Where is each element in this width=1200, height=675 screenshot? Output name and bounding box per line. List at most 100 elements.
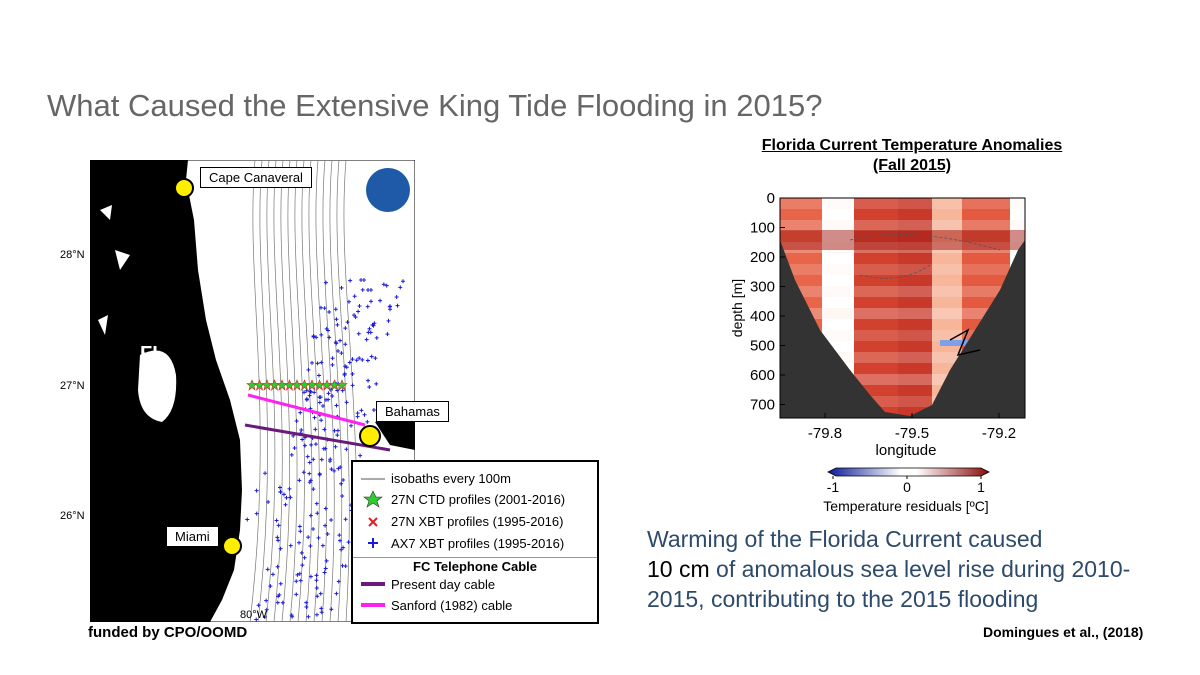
bathymetry bbox=[780, 240, 1025, 418]
xbt-profile bbox=[254, 511, 259, 516]
xbt-profile bbox=[297, 540, 302, 545]
xbt-profile bbox=[385, 332, 390, 337]
xbt-profile bbox=[319, 457, 324, 462]
xbt-profile bbox=[359, 408, 364, 413]
xbt-profile bbox=[278, 489, 283, 494]
xbt-profile bbox=[352, 294, 357, 299]
xbt-profile bbox=[275, 564, 280, 569]
xbt-profile bbox=[280, 600, 285, 605]
anomaly-band bbox=[822, 330, 854, 341]
xbt-profile bbox=[366, 330, 371, 335]
xbt-profile bbox=[323, 523, 328, 528]
colorbar bbox=[827, 467, 990, 477]
xbt-profile bbox=[366, 287, 371, 292]
xbt-profile bbox=[290, 614, 295, 619]
isobath bbox=[249, 160, 261, 622]
xbt-profile bbox=[298, 578, 303, 583]
citation: Domingues et al., (2018) bbox=[983, 624, 1144, 640]
anomaly-band bbox=[962, 286, 1010, 297]
x-tick-label: -79.5 bbox=[895, 425, 929, 442]
y-tick-label: 600 bbox=[750, 367, 775, 384]
xbt-profile bbox=[326, 391, 331, 396]
xbt-profile bbox=[318, 305, 323, 310]
xbt-profile bbox=[314, 573, 319, 578]
xbt-profile bbox=[302, 443, 307, 448]
anomaly-band bbox=[822, 308, 854, 319]
anomaly-band bbox=[962, 198, 1010, 209]
isobath bbox=[315, 160, 328, 622]
anomaly-band bbox=[1010, 220, 1025, 231]
anomaly-band bbox=[898, 308, 932, 319]
xbt-profile bbox=[340, 563, 345, 568]
xbt-profile bbox=[357, 356, 362, 361]
xbt-profile bbox=[369, 299, 374, 304]
xbt-profile bbox=[254, 488, 259, 493]
xbt-profile bbox=[352, 313, 357, 318]
xbt-profile bbox=[344, 447, 349, 452]
x-tick-label: -79.8 bbox=[808, 425, 842, 442]
anomaly-band bbox=[780, 198, 822, 209]
caption-emphasis: 10 cm bbox=[647, 556, 710, 582]
xbt-profile bbox=[319, 360, 324, 365]
xbt-profile bbox=[360, 287, 365, 292]
xbt-profile bbox=[276, 523, 281, 528]
xbt-profile bbox=[350, 371, 355, 376]
colorbar-tick-label: -1 bbox=[827, 479, 840, 495]
xbt-profile bbox=[394, 295, 399, 300]
xbt-profile bbox=[321, 446, 326, 451]
anomaly-band bbox=[898, 374, 932, 385]
anomaly-band bbox=[898, 396, 932, 407]
xbt-profile bbox=[314, 586, 319, 591]
xbt-profile bbox=[313, 442, 318, 447]
xbt-profile bbox=[362, 412, 367, 417]
anomaly-band bbox=[822, 286, 854, 297]
xbt-profile bbox=[307, 393, 312, 398]
caption-text: of anomalous sea level rise during 2010-… bbox=[647, 556, 1131, 612]
xbt-profile bbox=[308, 513, 313, 518]
xbt-profile bbox=[345, 320, 350, 325]
anomaly-band bbox=[962, 220, 1010, 231]
x-axis-label: longitude bbox=[876, 442, 937, 459]
anomaly-band bbox=[822, 264, 854, 275]
anomaly-band bbox=[898, 352, 932, 363]
xbt-profile bbox=[374, 381, 379, 386]
anomaly-band bbox=[932, 264, 962, 275]
xbt-profile bbox=[327, 459, 332, 464]
xbt-profile bbox=[332, 468, 337, 473]
legend-item: Present day cable bbox=[391, 577, 496, 592]
anomaly-band bbox=[854, 308, 898, 319]
xbt-profile bbox=[295, 572, 300, 577]
xbt-profile bbox=[265, 567, 270, 572]
xbt-profile bbox=[365, 304, 370, 309]
isobath bbox=[287, 160, 298, 622]
anomaly-band bbox=[898, 330, 932, 341]
xbt-profile bbox=[316, 373, 321, 378]
slide-title: What Caused the Extensive King Tide Floo… bbox=[47, 88, 823, 123]
xbt-profile bbox=[283, 502, 288, 507]
xbt-profile bbox=[340, 388, 345, 393]
section-figure: 0 100 200 300 400 500 600 700 -79.8 -79.5 -79.2 -1 0… bbox=[729, 190, 1026, 514]
xbt-profile bbox=[314, 612, 319, 617]
xbt-profile bbox=[347, 360, 352, 365]
xbt-profile bbox=[245, 517, 250, 522]
lat-label: 28°N bbox=[60, 249, 85, 261]
xbt-profile bbox=[319, 418, 324, 423]
xbt-profile bbox=[300, 437, 305, 442]
xbt-profile bbox=[314, 335, 319, 340]
xbt-profile bbox=[329, 518, 334, 523]
xbt-profile bbox=[340, 493, 345, 498]
xbt-profile bbox=[346, 299, 351, 304]
xbt-profile bbox=[274, 518, 279, 523]
xbt-profile bbox=[335, 322, 340, 327]
xbt-profile bbox=[367, 384, 372, 389]
anomaly-band bbox=[854, 330, 898, 341]
legend-item: isobaths every 100m bbox=[391, 471, 511, 486]
xbt-profile bbox=[262, 615, 267, 620]
xbt-profile bbox=[306, 367, 311, 372]
xbt-profile bbox=[364, 337, 369, 342]
xbt-profile bbox=[318, 591, 323, 596]
xbt-profile bbox=[308, 389, 313, 394]
xbt-profile bbox=[256, 603, 261, 608]
xbt-profile bbox=[341, 478, 346, 483]
